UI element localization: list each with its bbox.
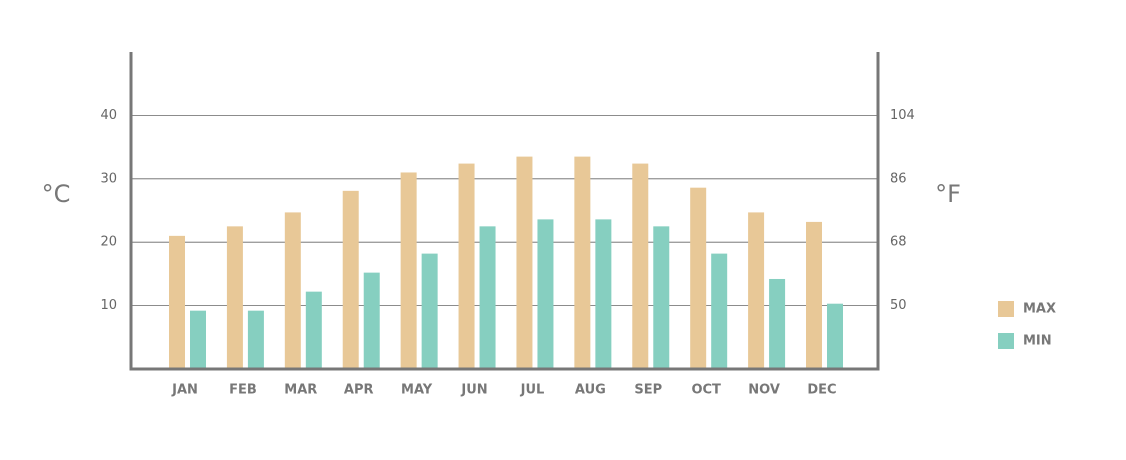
x-tick-label: APR [344,383,374,398]
x-tick-label: SEP [634,383,662,398]
x-tick-label: MAY [401,383,433,398]
y2-axis-label: °F [935,180,961,208]
y-axis-label: °C [42,180,71,208]
bar [516,156,533,369]
bar [827,303,843,369]
bar [479,226,496,369]
y-tick-label: 20 [100,235,117,250]
x-tick-label: FEB [229,383,257,398]
bar [421,253,438,369]
y2-tick-label: 104 [890,108,915,123]
bar [305,291,322,369]
bar [458,163,475,369]
bar [806,221,822,369]
legend-label: MIN [1023,334,1052,349]
y2-tick-label: 86 [890,171,907,186]
x-tick-label: MAR [284,383,317,398]
bar [537,219,554,369]
x-tick-label: JAN [171,383,198,398]
y-tick-label: 10 [100,298,117,313]
y-tick-label: 30 [100,171,117,186]
bar [190,310,206,369]
y2-tick-label: 68 [890,235,907,250]
legend-swatch [998,333,1014,349]
bar [226,226,243,369]
y-tick-label: 40 [100,108,117,123]
bar [653,226,670,369]
x-tick-label: AUG [575,383,606,398]
x-tick-label: JUN [460,383,487,398]
x-tick-label: NOV [748,383,780,398]
bar [342,190,359,369]
bar [711,253,728,369]
bar [400,172,417,369]
legend-label: MAX [1023,302,1056,317]
bar [169,235,185,369]
bar [690,187,707,369]
bar [632,163,649,369]
y2-tick-label: 50 [890,298,907,313]
bar [574,156,591,369]
x-tick-label: JUL [520,383,545,398]
legend-swatch [998,301,1014,317]
bar [247,310,264,369]
x-tick-label: OCT [691,383,721,398]
bar [284,212,301,369]
bar [769,278,786,369]
bar [363,272,380,369]
x-tick-label: DEC [807,383,836,398]
bar [748,212,765,369]
bar [595,219,612,369]
